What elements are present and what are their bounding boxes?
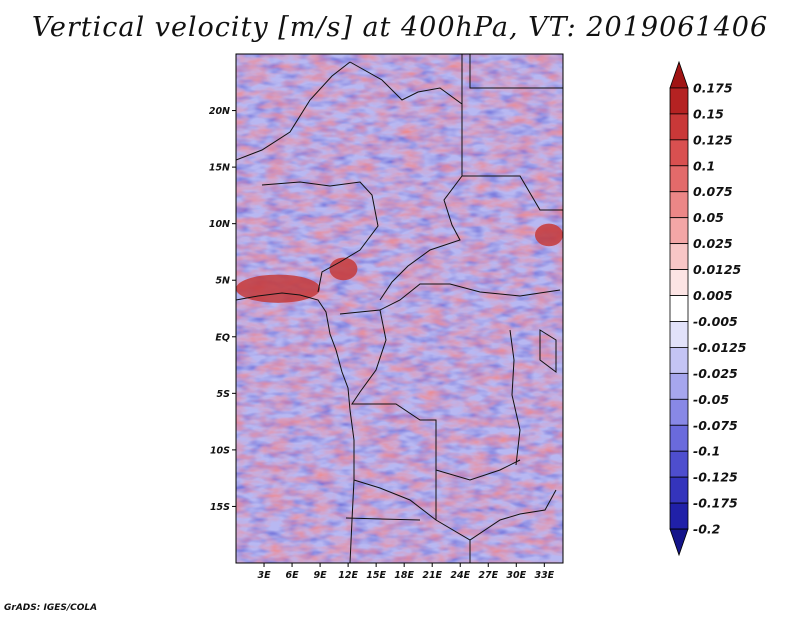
- plot-frame: [235, 53, 564, 564]
- colorbar-label: -0.0125: [693, 340, 747, 355]
- colorbar-swatch: [669, 398, 689, 426]
- colorbar-label: 0.1: [693, 158, 715, 173]
- x-tick-label: 9E: [314, 570, 328, 581]
- colorbar-swatch: [669, 165, 689, 193]
- colorbar: 0.175 0.15 0.125 0.1 0.075 0.05 0.025 0.0125 0.0…: [669, 60, 747, 557]
- colorbar-top-arrow: [669, 60, 689, 89]
- coastline-west-africa: [236, 292, 355, 563]
- x-tick-label: 30E: [506, 570, 526, 581]
- colorbar-label: 0.025: [693, 236, 733, 251]
- colorbar-label: 0.15: [693, 106, 724, 121]
- x-tick-label: 21E: [422, 570, 442, 581]
- chart-title: Vertical velocity [m/s] at 400hPa, VT: 2…: [31, 12, 769, 43]
- y-tick-label: EQ: [215, 332, 230, 343]
- colorbar-label: -0.2: [693, 522, 720, 537]
- colorbar-swatch: [669, 269, 689, 296]
- colorbar-label: 0.005: [693, 288, 733, 303]
- colorbar-label: 0.0125: [693, 262, 742, 277]
- colorbar-label: 0.075: [693, 184, 733, 199]
- colorbar-label: -0.1: [693, 444, 720, 459]
- x-tick-label: 6E: [286, 570, 300, 581]
- border-chad-sudan: [379, 104, 463, 301]
- x-axis: 3E 6E 9E 12E 15E 18E 21E 24E 27E 30E 33E: [257, 563, 555, 581]
- y-tick-label: 15S: [210, 502, 230, 513]
- x-tick-label: 18E: [394, 570, 414, 581]
- ascent-feature: [236, 274, 321, 303]
- colorbar-label: 0.175: [693, 80, 733, 95]
- plot-area: [235, 53, 564, 564]
- y-tick-label: 5N: [215, 276, 230, 287]
- y-axis: 20N 15N 10N 5N EQ 5S 10S 15S: [209, 106, 236, 513]
- x-tick-label: 15E: [366, 570, 386, 581]
- colorbar-swatch: [669, 321, 689, 348]
- border-lakes: [509, 329, 557, 466]
- x-tick-label: 27E: [478, 570, 498, 581]
- colorbar-swatch: [669, 450, 689, 478]
- border-south: [345, 470, 557, 563]
- country-borders: [236, 54, 563, 563]
- colorbar-swatch: [669, 347, 689, 374]
- colorbar-swatch: [669, 424, 689, 452]
- colorbar-label: -0.075: [693, 418, 738, 433]
- border-congo: [339, 283, 561, 481]
- colorbar-label: -0.125: [693, 470, 738, 485]
- y-tick-label: 5S: [217, 389, 231, 400]
- grads-credit: GrADS: IGES/COLA: [4, 603, 98, 613]
- colorbar-swatch: [669, 139, 689, 167]
- colorbar-label: -0.025: [693, 366, 738, 381]
- ascent-feature: [534, 223, 563, 247]
- colorbar-swatch: [669, 87, 689, 115]
- colorbar-label: -0.05: [693, 392, 729, 407]
- x-tick-label: 24E: [450, 570, 470, 581]
- y-tick-label: 20N: [209, 106, 230, 117]
- velocity-field: [236, 54, 563, 563]
- y-tick-label: 10S: [210, 445, 230, 456]
- colorbar-swatch: [669, 502, 689, 530]
- border-central: [261, 181, 379, 293]
- colorbar-swatch: [669, 113, 689, 141]
- colorbar-swatch: [669, 295, 689, 322]
- x-tick-label: 12E: [338, 570, 358, 581]
- colorbar-swatch: [669, 372, 689, 400]
- colorbar-bottom-arrow: [669, 528, 689, 557]
- colorbar-label: 0.05: [693, 210, 724, 225]
- colorbar-swatch: [669, 243, 689, 270]
- x-tick-label: 33E: [534, 570, 554, 581]
- colorbar-label: -0.005: [693, 314, 738, 329]
- y-tick-label: 15N: [209, 163, 230, 174]
- border-east: [462, 54, 563, 211]
- x-tick-label: 3E: [257, 570, 271, 581]
- colorbar-label: -0.175: [693, 496, 738, 511]
- y-tick-label: 10N: [209, 219, 230, 230]
- colorbar-swatch: [669, 217, 689, 245]
- colorbar-swatch: [669, 191, 689, 219]
- colorbar-swatch: [669, 476, 689, 504]
- colorbar-label: 0.125: [693, 132, 733, 147]
- ascent-feature: [329, 257, 358, 281]
